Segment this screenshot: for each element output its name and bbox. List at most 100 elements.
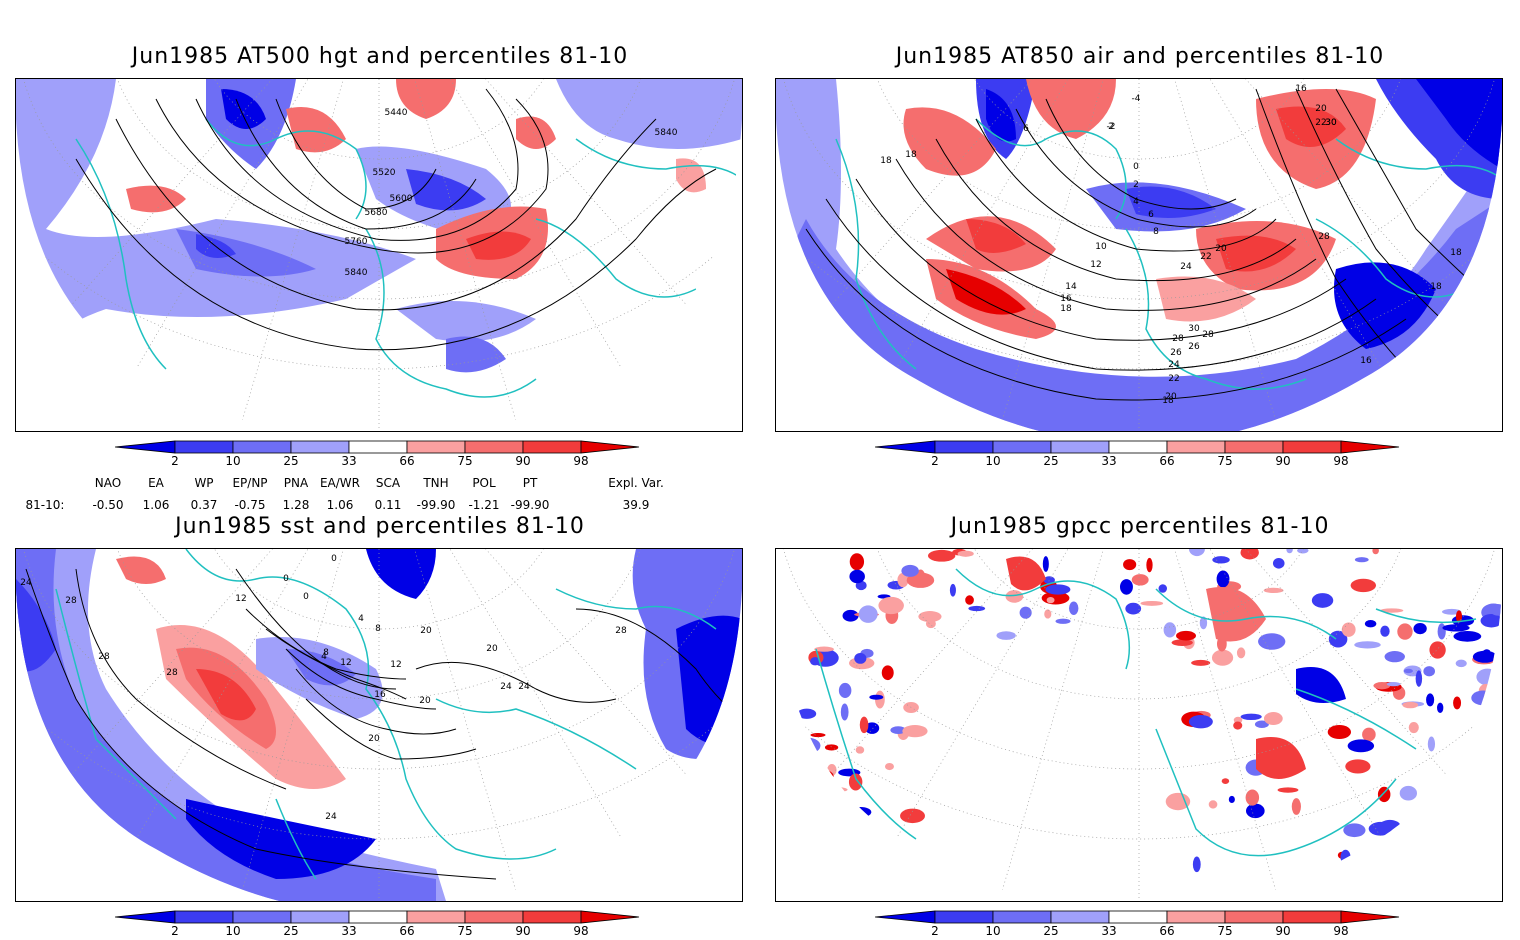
precip-anomaly-cell: [810, 657, 821, 666]
index-header: EP/NP: [232, 476, 268, 490]
colorbar-segment: [464, 910, 524, 924]
precip-anomaly-cell: [1191, 659, 1211, 666]
anomaly-area: [903, 107, 996, 176]
contour-label: 26: [1170, 348, 1182, 358]
colorbar-tick-label: 90: [515, 454, 531, 468]
contour-label: 0: [331, 554, 337, 564]
anomaly-area: [16, 549, 436, 901]
precip-anomaly-cell: [1453, 631, 1482, 642]
index-header: EA/WR: [319, 476, 361, 490]
height-contour: [155, 98, 549, 254]
precip-anomaly-cell: [1408, 721, 1419, 734]
colorbar-segment: [1166, 440, 1226, 454]
contour-label: 24: [500, 682, 512, 692]
precip-anomaly-cell: [1347, 739, 1375, 753]
colorbar-tick-label: 2: [171, 924, 179, 938]
colorbar-segment: [1282, 440, 1342, 454]
contour-label: 18: [1162, 396, 1174, 406]
precip-anomaly-cell: [1377, 786, 1391, 803]
contour-label: 4: [321, 652, 327, 662]
colorbar-segment: [1224, 440, 1284, 454]
map-air850: -4 -2 2 0 2 4 6 6 8 10 12 14 16 18 18 18 20 22 24 26 28 30 28 2…: [775, 78, 1503, 432]
contour-label: 5840: [655, 128, 678, 138]
contour-label: 16: [1060, 294, 1072, 304]
precip-anomaly-cell: [1272, 557, 1285, 569]
colorbar-gpcc: 2 10 25 33 66 75 90 98: [875, 910, 1405, 940]
contour-label: 8: [375, 624, 381, 634]
precip-anomaly-cell: [1055, 618, 1071, 624]
colorbar-segment: [174, 910, 234, 924]
precip-anomaly-cell: [848, 773, 863, 791]
index-header: POL: [472, 476, 496, 490]
precip-anomaly-cell: [849, 569, 865, 584]
colorbar-tick-label: 66: [399, 924, 415, 938]
precip-anomaly-cell: [1379, 608, 1404, 613]
precip-anomaly-cell: [1291, 798, 1301, 815]
colorbar-segment: [522, 440, 582, 454]
sst-contour: [295, 668, 457, 735]
precip-anomaly-cell: [859, 716, 869, 734]
anomaly-area: [946, 269, 1026, 315]
temperature-contour: [1015, 108, 1257, 228]
colorbar-segment: [174, 440, 234, 454]
colorbar-tick-label: 25: [283, 924, 299, 938]
contour-label: 16: [1295, 84, 1307, 94]
contour-label: 10: [1095, 242, 1107, 252]
sst-contour: [415, 661, 617, 703]
anomaly-area: [1416, 79, 1502, 169]
precip-anomaly-cell: [1429, 641, 1446, 659]
precip-anomaly-cell: [858, 605, 878, 623]
colorbar-segment: [406, 440, 466, 454]
colorbar-tick-label: 25: [283, 454, 299, 468]
colorbar-tick-label: 10: [225, 454, 241, 468]
anomaly-area: [1026, 79, 1116, 139]
precip-anomaly-cell: [1472, 650, 1497, 663]
anomaly-area: [966, 219, 1026, 253]
colorbar-arrow-high: [580, 910, 640, 924]
precip-anomaly-cell: [1372, 862, 1381, 873]
colorbar-tick-label: 25: [1043, 454, 1059, 468]
contour-label: 5440: [385, 108, 408, 118]
contour-label: 0: [283, 574, 289, 584]
contour-label: 4: [358, 614, 364, 624]
colorbar-segment: [232, 910, 292, 924]
precip-anomaly-cell: [1480, 614, 1502, 628]
colorbar-arrow-low: [115, 440, 176, 454]
precip-anomaly-cell: [1442, 624, 1470, 632]
precip-anomaly-cell: [901, 564, 919, 577]
anomaly-area: [196, 669, 256, 721]
colorbar-segment: [1108, 440, 1168, 454]
contour-label: 26: [1188, 342, 1200, 352]
colorbar-arrow-low: [875, 910, 936, 924]
precip-anomaly-cell: [927, 549, 956, 562]
contour-label: 30: [1188, 324, 1200, 334]
colorbar-segment: [934, 440, 994, 454]
coastline: [815, 568, 1477, 857]
anomaly-area: [366, 549, 436, 599]
precip-anomaly-cell: [1045, 584, 1071, 595]
contour-label: 5600: [390, 194, 413, 204]
precip-anomaly-cell: [1286, 549, 1293, 554]
precip-anomaly-cell: [878, 596, 904, 615]
colorbar-tick-label: 10: [985, 924, 1001, 938]
colorbar-tick-label: 33: [341, 454, 357, 468]
precip-anomaly-cell: [900, 808, 925, 824]
precip-anomaly-cell: [1368, 821, 1393, 836]
precip-anomaly-cell: [1119, 579, 1133, 595]
contour-label: 2: [1133, 180, 1139, 190]
panel-title-air850: Jun1985 AT850 air and percentiles 81-10: [895, 44, 1385, 69]
contour-label: 2: [1108, 122, 1114, 132]
anomaly-area: [446, 336, 506, 373]
precip-anomaly-cell: [1476, 668, 1499, 686]
colorbar-segment: [1050, 440, 1110, 454]
anomaly-area: [1126, 186, 1216, 218]
precip-anomaly-cell: [1042, 556, 1049, 572]
anomaly-area: [16, 79, 416, 379]
anomaly-area: [186, 799, 376, 879]
precip-anomaly-cell: [1046, 597, 1055, 604]
colorbar-tick-label: 75: [457, 454, 473, 468]
contour-label: 5760: [345, 237, 368, 247]
index-value: -99.90: [416, 498, 456, 512]
